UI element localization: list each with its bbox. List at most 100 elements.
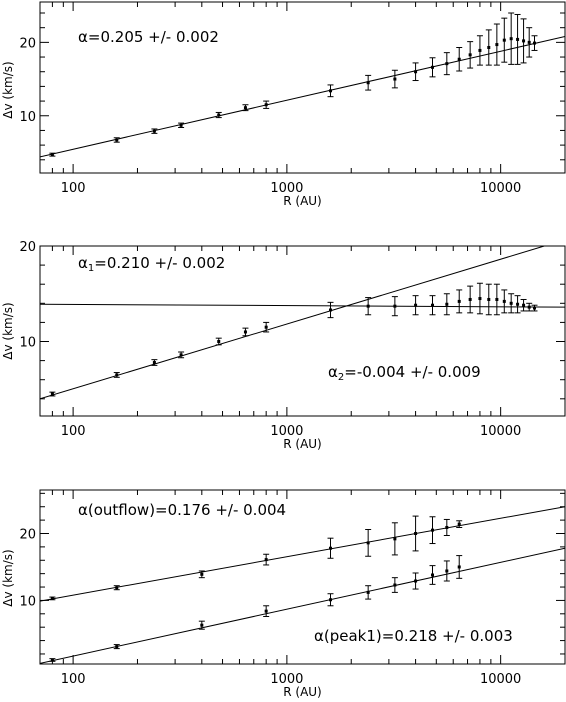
point-marker xyxy=(478,297,482,301)
data-point xyxy=(391,69,398,89)
y-tick-label: 10 xyxy=(19,594,36,609)
point-marker xyxy=(468,297,472,301)
y-axis-label: Δv (km/s) xyxy=(1,61,15,118)
data-point xyxy=(151,128,158,134)
point-marker xyxy=(509,37,513,41)
alpha-symbol: α xyxy=(78,28,88,46)
x-axis-label: R (AU) xyxy=(283,194,322,208)
point-marker xyxy=(50,153,54,157)
x-tick-label: 10000 xyxy=(480,181,521,196)
data-point xyxy=(520,18,527,64)
data-point xyxy=(412,295,419,316)
point-marker xyxy=(115,586,119,590)
fit-value: =-0.004 +/- 0.009 xyxy=(344,363,480,381)
point-marker xyxy=(533,306,537,310)
data-point xyxy=(178,122,185,128)
point-marker xyxy=(393,583,397,587)
series-1 xyxy=(49,282,538,397)
point-marker xyxy=(329,89,333,93)
data-point xyxy=(198,620,205,630)
data-point xyxy=(514,295,521,314)
data-point xyxy=(501,289,508,314)
fit-annotation: α1=0.210 +/- 0.002 xyxy=(78,254,225,274)
plot-frame xyxy=(39,245,566,417)
point-marker xyxy=(264,103,268,107)
point-marker xyxy=(457,57,461,61)
fit-value: (peak1)=0.218 +/- 0.003 xyxy=(324,627,513,645)
alpha-symbol: α xyxy=(314,627,324,645)
data-point xyxy=(520,298,527,312)
point-marker xyxy=(393,304,397,308)
data-point xyxy=(365,528,372,557)
data-point xyxy=(327,537,334,559)
alpha-symbol: α xyxy=(328,363,338,381)
data-point xyxy=(443,518,450,537)
data-point xyxy=(508,293,515,314)
fit-line xyxy=(40,547,565,664)
data-point xyxy=(429,565,436,585)
x-tick-label: 100 xyxy=(61,424,86,439)
data-point xyxy=(263,553,270,566)
point-marker xyxy=(414,70,418,74)
point-marker xyxy=(516,37,520,41)
data-point xyxy=(501,17,508,63)
point-marker xyxy=(179,353,183,357)
point-marker xyxy=(495,43,499,47)
y-axis-label: Δv (km/s) xyxy=(1,549,15,606)
point-marker xyxy=(509,301,513,305)
point-marker xyxy=(243,106,247,110)
data-point xyxy=(263,605,270,617)
point-marker xyxy=(115,373,119,377)
fit-value: (outflow)=0.176 +/- 0.004 xyxy=(88,501,286,519)
point-marker xyxy=(533,41,537,45)
data-point xyxy=(49,658,56,662)
point-marker xyxy=(152,361,156,365)
x-axis-label: R (AU) xyxy=(283,685,322,699)
point-marker xyxy=(495,297,499,301)
point-marker xyxy=(478,48,482,52)
x-axis-label: R (AU) xyxy=(283,437,322,451)
data-point xyxy=(391,522,398,556)
point-marker xyxy=(527,305,531,309)
alpha-subscript: 1 xyxy=(88,263,94,274)
data-point xyxy=(493,23,500,66)
point-marker xyxy=(200,572,204,576)
alpha-subscript: 2 xyxy=(338,372,344,383)
data-point xyxy=(412,572,419,590)
x-tick-label: 1000 xyxy=(270,424,303,439)
data-point xyxy=(365,585,372,600)
data-point xyxy=(429,57,436,78)
y-tick-label: 20 xyxy=(19,528,36,543)
data-point xyxy=(365,74,372,91)
point-marker xyxy=(457,299,461,303)
point-marker xyxy=(414,532,418,535)
plot-area xyxy=(40,12,565,158)
fit-line xyxy=(40,36,565,158)
data-point xyxy=(327,301,334,319)
plot-area xyxy=(40,246,565,400)
x-tick-label: 1000 xyxy=(270,181,303,196)
point-marker xyxy=(329,598,333,602)
point-marker xyxy=(431,573,435,577)
y-tick-label: 10 xyxy=(19,336,36,351)
point-marker xyxy=(393,77,397,81)
data-point xyxy=(263,100,270,109)
point-marker xyxy=(217,340,221,344)
data-point xyxy=(113,372,120,378)
point-marker xyxy=(329,308,333,312)
plot-frame xyxy=(39,489,566,665)
data-point xyxy=(443,52,450,76)
alpha-symbol: α xyxy=(78,254,88,272)
point-marker xyxy=(366,81,370,85)
point-marker xyxy=(431,65,435,69)
data-point xyxy=(151,359,158,366)
point-marker xyxy=(264,558,268,562)
panel-1: 100 1000 10000 10 20 R (AU) Δv (km/s) α=0.205 +… xyxy=(1,1,566,208)
x-tick-label: 10000 xyxy=(480,424,521,439)
point-marker xyxy=(366,304,370,308)
plot-frame xyxy=(39,1,566,174)
point-marker xyxy=(217,113,221,117)
data-point xyxy=(49,152,56,157)
